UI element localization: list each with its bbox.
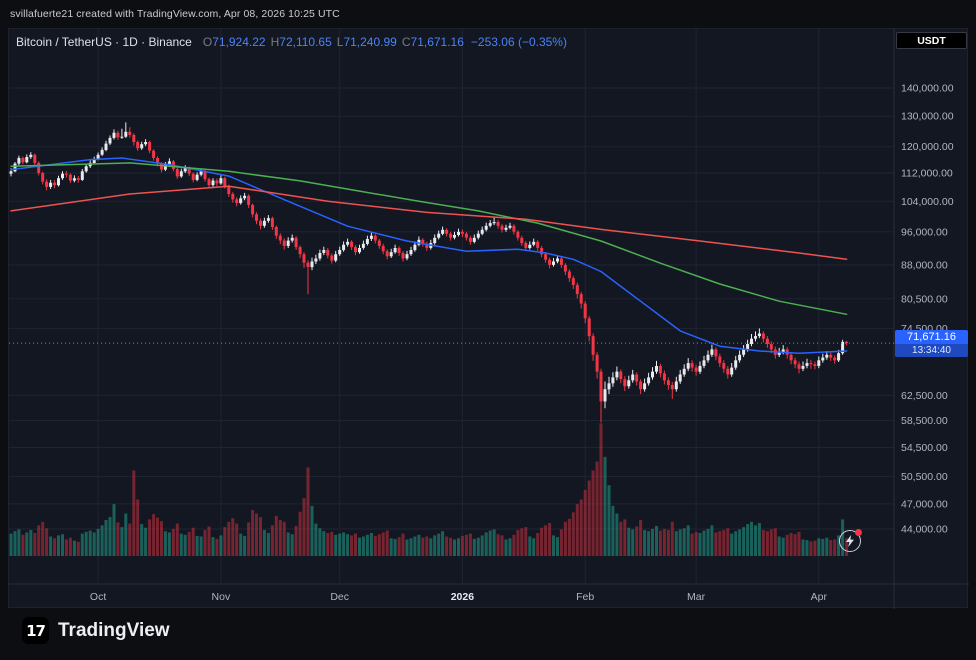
attribution-text: svillafuerte21 created with TradingView.… xyxy=(10,8,340,20)
svg-text:130,000.00: 130,000.00 xyxy=(901,111,954,123)
svg-text:54,500.00: 54,500.00 xyxy=(901,442,948,454)
tradingview-logo[interactable]: 17 TradingView xyxy=(22,617,170,644)
open-value: 71,924.22 xyxy=(212,35,266,49)
svg-text:Oct: Oct xyxy=(90,591,106,603)
boost-button[interactable] xyxy=(839,529,862,552)
high-value: 72,110.65 xyxy=(279,35,332,49)
currency-toggle[interactable]: USDT xyxy=(896,32,967,49)
change-value: −253.06 (−0.35%) xyxy=(470,35,567,49)
price-axis[interactable] xyxy=(894,29,969,584)
symbol-legend: Bitcoin / TetherUS · 1D · Binance O 71,9… xyxy=(16,35,567,49)
tradingview-brand-text: TradingView xyxy=(58,619,170,641)
tradingview-logo-glyph: 17 xyxy=(26,621,46,640)
tradingview-logo-icon: 17 xyxy=(22,617,49,644)
svg-text:50,500.00: 50,500.00 xyxy=(901,471,948,483)
svg-text:Feb: Feb xyxy=(576,591,594,603)
footer: 17 TradingView xyxy=(22,617,170,644)
svg-text:2026: 2026 xyxy=(451,591,475,603)
lightning-icon xyxy=(846,535,854,547)
symbol-title[interactable]: Bitcoin / TetherUS · 1D · Binance xyxy=(16,35,192,49)
last-price-badge: 71,671.16 13:34:40 xyxy=(895,330,968,357)
close-value: 71,671.16 xyxy=(410,35,464,49)
svg-text:104,000.00: 104,000.00 xyxy=(901,196,954,208)
svg-text:112,000.00: 112,000.00 xyxy=(901,168,953,180)
high-label: H xyxy=(270,35,280,49)
last-price-value: 71,671.16 xyxy=(907,331,956,343)
svg-text:58,500.00: 58,500.00 xyxy=(901,415,948,427)
svg-text:Apr: Apr xyxy=(811,591,828,603)
open-label: O xyxy=(202,35,213,49)
svg-text:140,000.00: 140,000.00 xyxy=(901,83,954,95)
svg-text:47,000.00: 47,000.00 xyxy=(901,498,948,510)
svg-text:44,000.00: 44,000.00 xyxy=(901,524,948,536)
chart-card: 140,000.00 130,000.00 120,000.00 112,000.00… xyxy=(8,28,969,609)
chart-pane[interactable] xyxy=(9,29,894,584)
low-value: 71,240.99 xyxy=(343,35,397,49)
svg-text:120,000.00: 120,000.00 xyxy=(901,141,954,153)
svg-text:Nov: Nov xyxy=(212,591,231,603)
notification-dot xyxy=(855,529,862,536)
svg-text:88,000.00: 88,000.00 xyxy=(901,259,948,271)
svg-text:Dec: Dec xyxy=(330,591,349,603)
time-axis[interactable] xyxy=(9,584,969,609)
svg-text:Mar: Mar xyxy=(687,591,706,603)
price-chart[interactable]: 140,000.00 130,000.00 120,000.00 112,000.00… xyxy=(9,29,969,609)
svg-text:80,500.00: 80,500.00 xyxy=(901,293,948,305)
low-label: L xyxy=(336,35,344,49)
svg-text:62,500.00: 62,500.00 xyxy=(901,390,948,402)
close-label: C xyxy=(401,35,411,49)
svg-text:96,000.00: 96,000.00 xyxy=(901,226,948,238)
bar-countdown: 13:34:40 xyxy=(895,344,968,357)
